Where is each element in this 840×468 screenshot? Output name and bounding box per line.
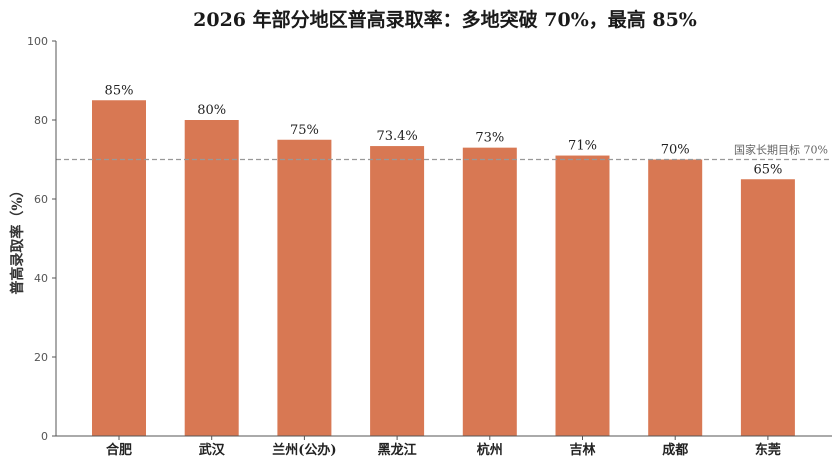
category-label: 合肥 [106, 442, 132, 458]
data-labels: 85% 80% 75% 73.4% 73% 71% 70% 65% [105, 83, 783, 177]
category-labels: 合肥 武汉 兰州(公办) 黑龙江 杭州 吉林 成都 东莞 [106, 436, 781, 458]
category-label: 武汉 [199, 442, 226, 458]
y-tick-label: 100 [27, 35, 48, 48]
y-tick-label: 20 [34, 351, 48, 364]
category-label: 东莞 [755, 442, 781, 458]
bar [555, 155, 610, 437]
y-tick-label: 40 [34, 272, 48, 285]
data-label: 85% [105, 83, 134, 98]
category-label: 黑龙江 [378, 442, 417, 458]
y-tick-label: 0 [41, 430, 48, 443]
data-label: 70% [661, 143, 690, 158]
data-label: 75% [290, 123, 319, 138]
category-label: 兰州(公办) [272, 442, 336, 458]
bar [740, 179, 795, 436]
bar [462, 147, 517, 436]
data-label: 73% [475, 131, 504, 146]
bar [92, 100, 146, 436]
data-label: 71% [568, 139, 597, 154]
reference-line-label: 国家长期目标 70% [734, 143, 828, 157]
data-label: 65% [753, 162, 782, 177]
bar [184, 120, 239, 436]
y-tick-label: 80 [34, 114, 48, 127]
y-axis-label: 普高录取率（%） [9, 183, 26, 294]
chart-title: 2026 年部分地区普高录取率：多地突破 70%，最高 85% [193, 8, 697, 31]
reference-line-group: 国家长期目标 70% [56, 143, 832, 161]
data-label: 73.4% [376, 129, 417, 144]
bar [648, 159, 703, 436]
y-axis-ticks: 0 20 40 60 80 100 [27, 35, 56, 443]
bars [92, 100, 795, 437]
category-label: 成都 [662, 442, 688, 458]
category-label: 吉林 [569, 442, 595, 458]
bar [277, 139, 332, 436]
data-label: 80% [197, 103, 226, 118]
category-label: 杭州 [477, 442, 503, 458]
y-tick-label: 60 [34, 193, 48, 206]
bar [370, 146, 425, 436]
